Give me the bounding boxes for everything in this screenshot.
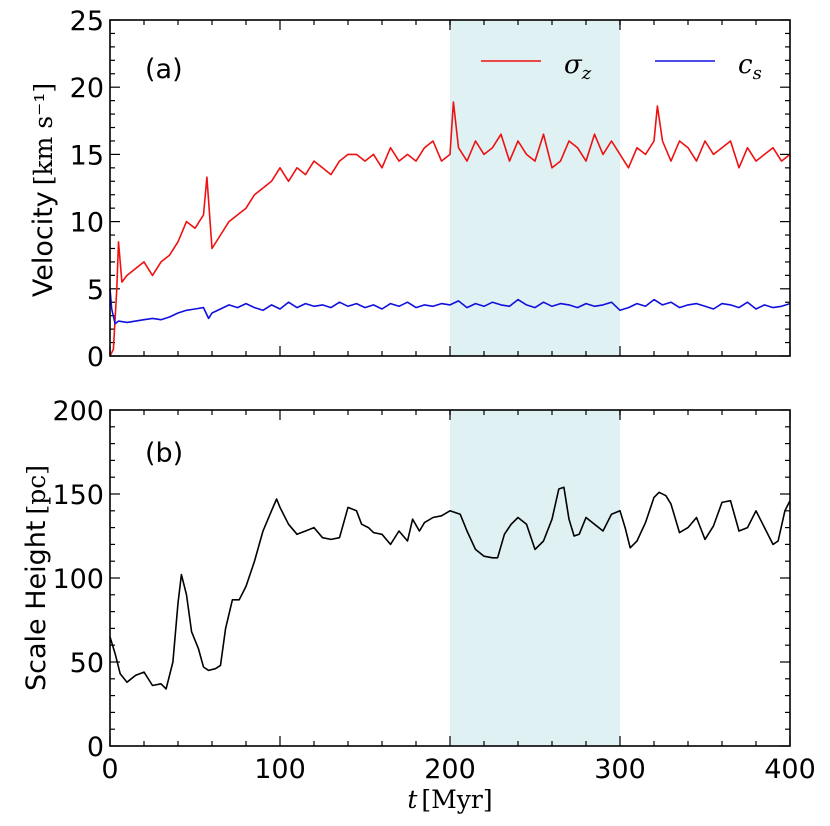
x-axis-label-text: t	[407, 785, 418, 814]
y-tick-label: 150	[52, 480, 104, 511]
y-axis-label-text: Velocity	[28, 191, 59, 297]
x-tick-label: 0	[101, 754, 118, 785]
shaded-region	[450, 410, 620, 746]
y-tick-label: 0	[87, 342, 104, 373]
x-tick-label: 100	[254, 754, 306, 785]
y-tick-label: 50	[70, 648, 104, 679]
y-tick-labels: 0 5 10 15 20 25	[70, 6, 104, 373]
panel-b-scale-height: 0 50 100 150 200 0 100 200 300 400 (b) Scale Hei…	[21, 396, 816, 814]
legend-label-cs: cs	[738, 50, 762, 84]
y-axis-label: Scale Height [pc]	[21, 465, 52, 691]
x-axis-unit: [Myr]	[421, 785, 492, 814]
scale-height-line	[109, 486, 791, 690]
legend-label-sigma-sub: z	[581, 63, 592, 84]
y-tick-label: 15	[70, 140, 104, 171]
panel-label: (b)	[145, 438, 183, 469]
y-tick-label: 20	[70, 73, 104, 104]
shaded-region	[450, 20, 620, 356]
x-tick-label: 200	[424, 754, 476, 785]
y-tick-label: 200	[52, 396, 104, 427]
legend-label-sigma: σz	[564, 50, 592, 84]
plot-frame	[109, 409, 791, 747]
plot-frame	[109, 19, 791, 357]
y-tick-label: 5	[87, 275, 104, 306]
y-axis-label: Velocity [km s⁻¹]	[28, 83, 59, 297]
cs-line	[109, 288, 791, 325]
tick-marks	[109, 409, 791, 747]
y-tick-label: 10	[70, 208, 104, 239]
y-axis-unit: [pc]	[22, 465, 51, 515]
data-series	[109, 486, 791, 690]
x-tick-labels: 0 100 200 300 400	[101, 754, 815, 785]
data-series	[109, 101, 791, 357]
y-tick-label: 0	[87, 732, 104, 763]
y-axis-unit: [km s⁻¹]	[29, 83, 58, 185]
panel-label: (a)	[145, 54, 183, 85]
y-axis-label-text: Scale Height	[21, 521, 52, 691]
x-tick-label: 300	[594, 754, 646, 785]
legend-label-cs-main: c	[738, 50, 753, 80]
sigma-z-line	[109, 101, 791, 357]
x-axis-label: t [Myr]	[407, 785, 492, 814]
legend-label-sigma-main: σ	[564, 50, 583, 80]
legend: σz cs	[481, 50, 762, 84]
y-tick-label: 25	[70, 6, 104, 37]
x-tick-label: 400	[764, 754, 816, 785]
y-tick-label: 100	[52, 564, 104, 595]
panel-a-velocity: 0 5 10 15 20 25 (a) σz cs Velocity [km s⁻¹]	[28, 6, 791, 373]
legend-label-cs-sub: s	[753, 63, 762, 84]
y-tick-labels: 0 50 100 150 200	[52, 396, 104, 763]
